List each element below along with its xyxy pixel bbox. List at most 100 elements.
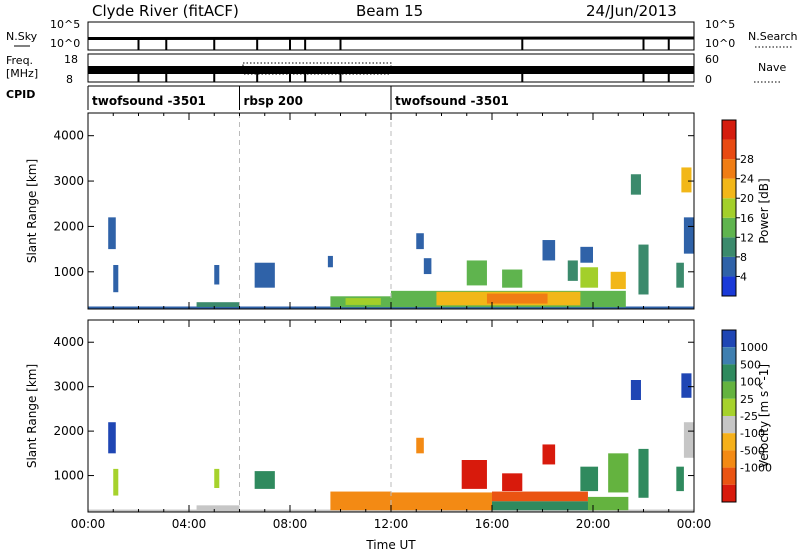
velocity-patches [88, 373, 694, 512]
station-title: Clyde River (fitACF) [92, 2, 239, 20]
colorbar-swatch [722, 467, 736, 485]
freq-tick-bottom: 8 [66, 73, 73, 86]
cpid-strip: CPID twofsound -3501 rbsp 200 twofsound -3… [6, 85, 694, 110]
scatter-patch [113, 264, 119, 293]
freq-label-1: Freq. [6, 54, 33, 67]
colorbar-swatch [722, 330, 736, 348]
freq-strip: Freq. [MHz] 18 8 60 0 Nave [6, 53, 786, 86]
x-tick-label: 08:00 [273, 517, 308, 531]
colorbar-swatch [722, 484, 736, 502]
scatter-patch [676, 466, 684, 492]
velocity-colorbar: 1000 500 100 25 -25 -100 -500 -1000 [721, 329, 772, 503]
colorbar-swatch [722, 416, 736, 434]
power-y-axis-label: Slant Range [km] [25, 159, 39, 263]
scatter-patch [330, 491, 391, 511]
power-y-ticks: 1000 2000 3000 4000 [53, 129, 694, 279]
colorbar-tick-label: -1000 [740, 462, 772, 475]
freq-tick-top: 18 [64, 53, 78, 66]
y-tick-label: 3000 [53, 174, 84, 188]
scatter-patch [683, 422, 694, 458]
scatter-patch [486, 293, 548, 304]
scatter-patch [580, 246, 593, 263]
nsky-tick-bottom: 10^0 [50, 37, 80, 50]
scatter-patch [638, 244, 649, 295]
colorbar-swatch [722, 398, 736, 416]
colorbar-tick-label: 25 [740, 393, 754, 406]
colorbar-tick-label: -25 [740, 410, 758, 423]
velocity-x-ticks: 00:00 04:00 08:00 12:00 16:00 20:00 00:00 [71, 320, 712, 531]
colorbar-swatch [722, 120, 736, 140]
nsearch-label: N.Search [748, 30, 798, 43]
scatter-patch [676, 262, 684, 288]
colorbar-swatch [722, 198, 736, 218]
y-tick-label: 2000 [53, 424, 84, 438]
scatter-patch [630, 174, 641, 195]
nave-tick-top: 60 [705, 53, 719, 66]
scatter-patch [502, 473, 523, 492]
scatter-patch [638, 448, 649, 498]
scatter-patch [113, 468, 119, 496]
nsky-strip: N.Sky 10^5 10^0 10^5 10^0 N.Search [6, 18, 798, 51]
colorbar-tick-label: 28 [740, 153, 754, 166]
scatter-patch [416, 233, 424, 250]
colorbar-swatch [722, 217, 736, 238]
nave-tick-bottom: 0 [705, 73, 712, 86]
scatter-patch [461, 460, 487, 489]
colorbar-swatch [722, 364, 736, 382]
colorbar-tick-label: 24 [740, 173, 754, 186]
nsearch-tick-top: 10^5 [705, 18, 735, 31]
scatter-patch [108, 422, 116, 454]
nsky-trace [87, 36, 695, 40]
colorbar-tick-label: 1000 [740, 341, 768, 354]
colorbar-swatch [722, 159, 736, 179]
x-tick-label: 12:00 [374, 517, 409, 531]
scatter-patch [391, 492, 492, 511]
colorbar-swatch [722, 347, 736, 365]
nave-trace [242, 62, 392, 75]
cpid-segment-label: rbsp 200 [244, 94, 303, 108]
scatter-patch [254, 471, 275, 489]
nsky-left-label: N.Sky [6, 30, 38, 43]
x-axis-label: Time UT [365, 538, 416, 552]
scatter-patch [502, 269, 523, 288]
x-tick-label: 00:00 [677, 517, 712, 531]
x-tick-label: 00:00 [71, 517, 106, 531]
nsky-tick-top: 10^5 [50, 18, 80, 31]
scatter-patch [681, 373, 692, 398]
scatter-patch [610, 271, 626, 290]
colorbar-tick-label: 4 [740, 270, 747, 283]
velocity-colorbar-label: Velocity [m s^-1] [757, 364, 771, 468]
colorbar-swatch [722, 450, 736, 468]
velocity-panel: 1000 2000 3000 4000 00:00 04:00 08:00 12:00 16:… [25, 319, 772, 552]
y-tick-label: 3000 [53, 380, 84, 394]
y-tick-label: 4000 [53, 129, 84, 143]
power-colorbar-label: Power [dB] [757, 178, 771, 243]
cpid-segment-label: twofsound -3501 [395, 94, 509, 108]
cpid-segment-label: twofsound -3501 [92, 94, 206, 108]
scatter-patch [630, 380, 641, 400]
colorbar-tick-label: 16 [740, 212, 754, 225]
power-mode-lines [239, 113, 392, 309]
colorbar-swatch [722, 178, 736, 199]
scatter-patch [542, 444, 556, 465]
velocity-y-ticks: 1000 2000 3000 4000 [53, 335, 694, 483]
beam-title: Beam 15 [356, 2, 423, 20]
scatter-patch [681, 167, 692, 193]
power-colorbar: 4 8 12 16 20 24 28 [721, 119, 754, 297]
x-tick-label: 20:00 [576, 517, 611, 531]
x-tick-label: 04:00 [172, 517, 207, 531]
nsky-frame [87, 21, 695, 51]
colorbar-swatch [722, 381, 736, 399]
colorbar-swatch [722, 256, 736, 277]
nave-label: Nave [758, 61, 786, 74]
colorbar-tick-label: 20 [740, 192, 754, 205]
power-x-ticks [87, 113, 695, 309]
scatter-patch [416, 437, 424, 454]
y-tick-label: 2000 [53, 219, 84, 233]
colorbar-tick-label: -100 [740, 427, 765, 440]
freq-dropouts [137, 68, 670, 82]
scatter-patch [214, 264, 220, 285]
colorbar-swatch [722, 276, 736, 296]
velocity-y-axis-label: Slant Range [km] [25, 364, 39, 468]
